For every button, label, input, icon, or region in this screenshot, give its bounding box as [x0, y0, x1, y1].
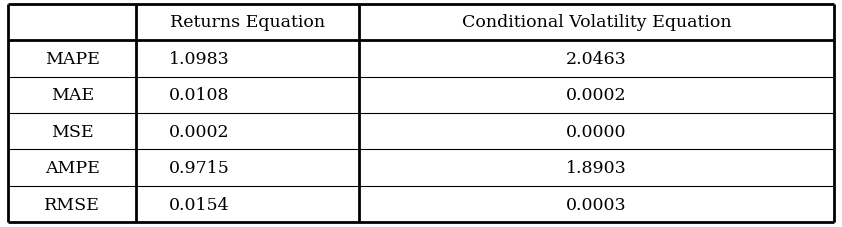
- Text: 1.8903: 1.8903: [566, 160, 626, 176]
- Text: MAE: MAE: [51, 87, 94, 104]
- Text: 0.0108: 0.0108: [169, 87, 230, 104]
- Text: Conditional Volatility Equation: Conditional Volatility Equation: [461, 14, 731, 31]
- Text: 0.0002: 0.0002: [169, 123, 230, 140]
- Text: RMSE: RMSE: [45, 196, 100, 213]
- Text: 0.0003: 0.0003: [566, 196, 626, 213]
- Text: MSE: MSE: [51, 123, 93, 140]
- Text: 1.0983: 1.0983: [169, 51, 230, 67]
- Text: MAPE: MAPE: [45, 51, 100, 67]
- Text: 0.0154: 0.0154: [169, 196, 230, 213]
- Text: 2.0463: 2.0463: [566, 51, 626, 67]
- Text: Returns Equation: Returns Equation: [170, 14, 325, 31]
- Text: 0.9715: 0.9715: [169, 160, 230, 176]
- Text: AMPE: AMPE: [45, 160, 100, 176]
- Text: 0.0002: 0.0002: [566, 87, 626, 104]
- Text: 0.0000: 0.0000: [566, 123, 626, 140]
